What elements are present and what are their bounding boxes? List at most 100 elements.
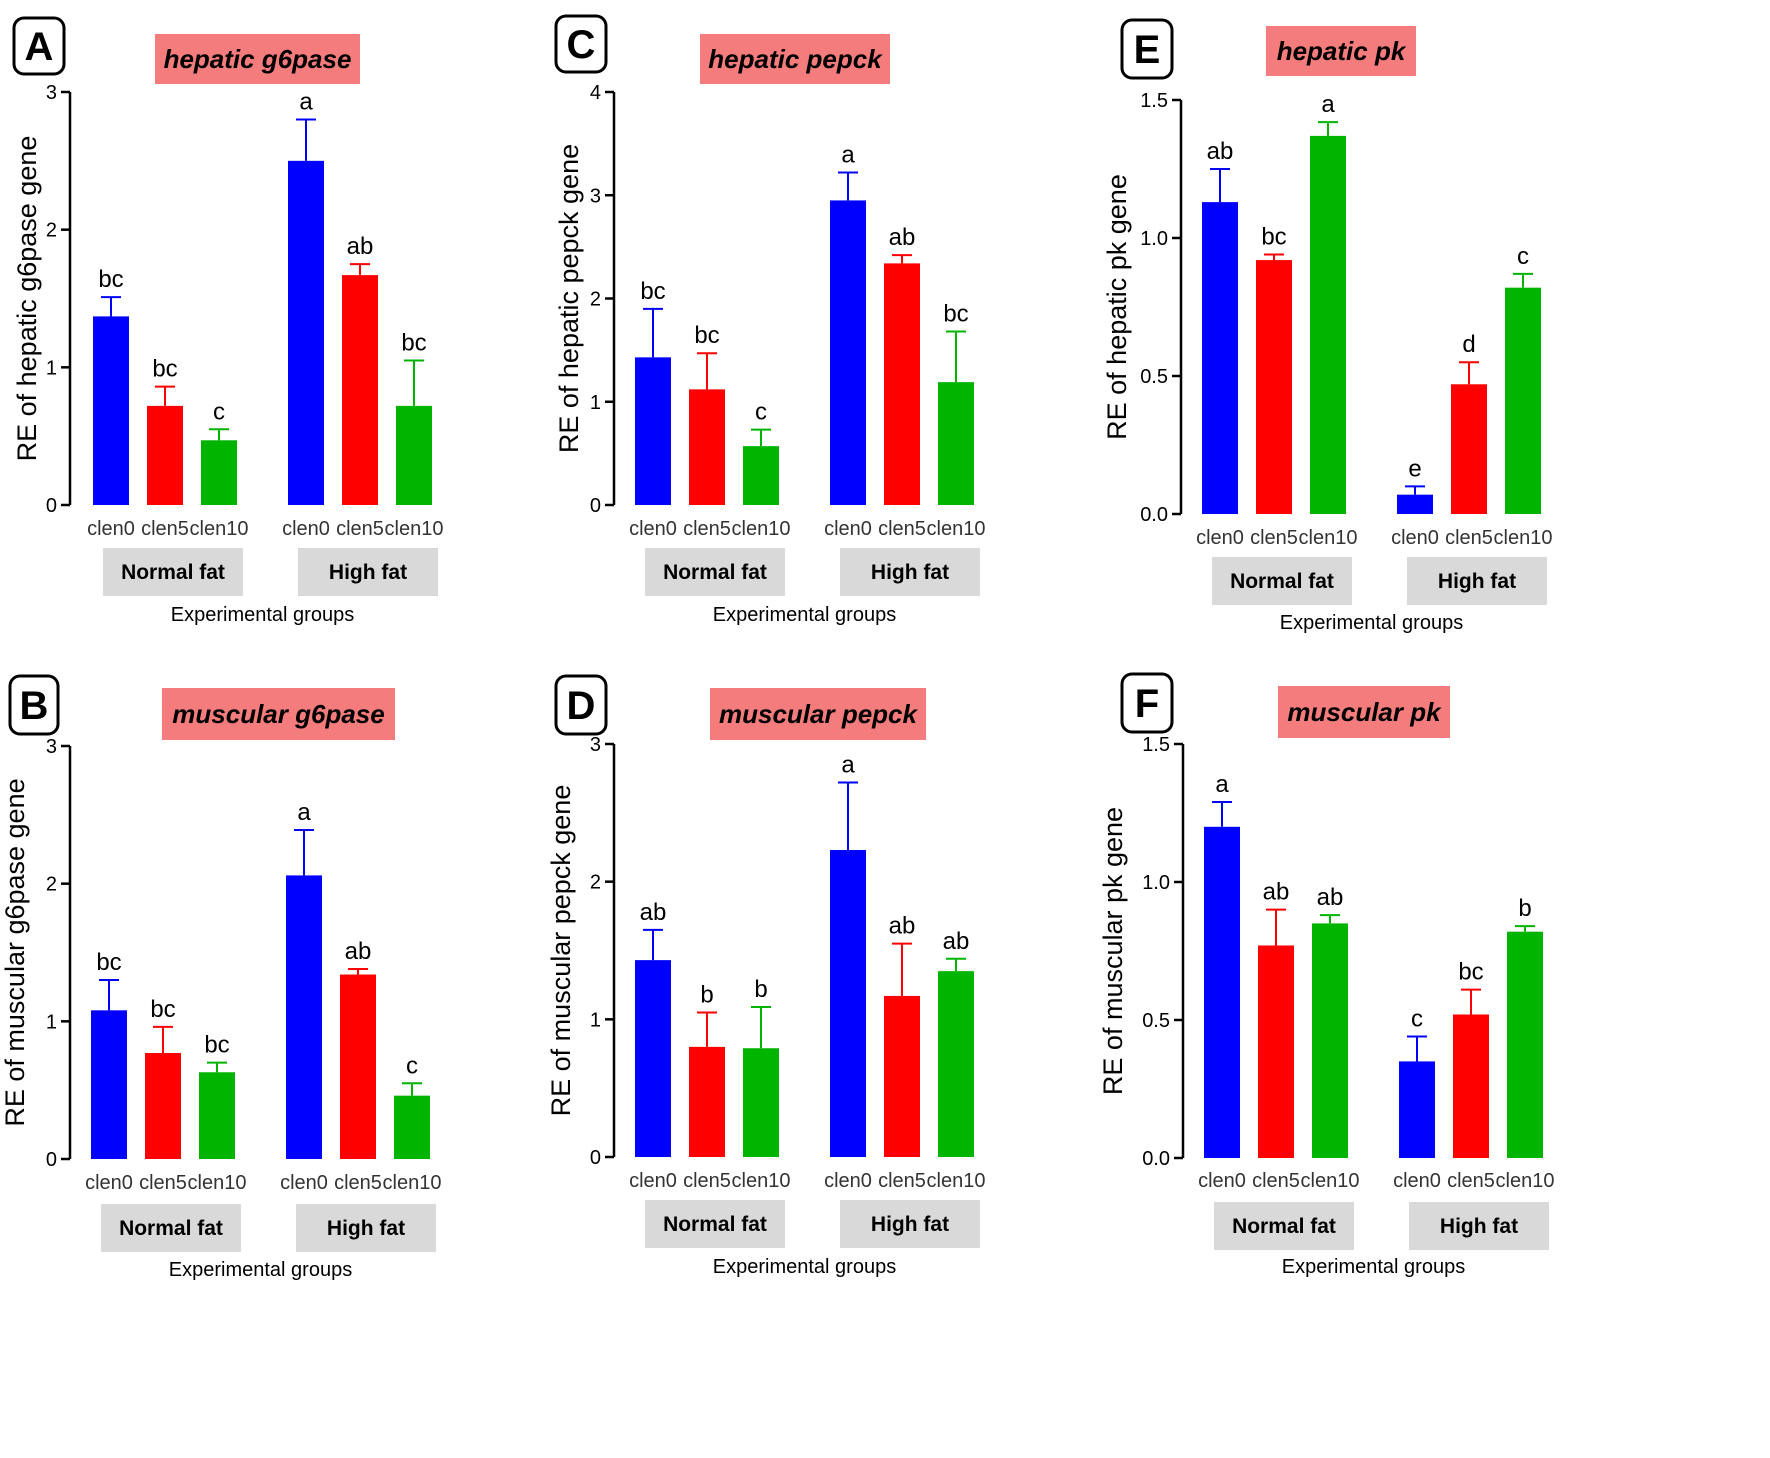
panel-letter-box (554, 14, 608, 74)
x-tick-label: clen10 (927, 518, 986, 540)
y-axis-label: RE of hepatic pk gene (1102, 174, 1132, 440)
x-tick-label: clen0 (85, 1172, 133, 1194)
bar (1507, 931, 1543, 1158)
bar (743, 1048, 779, 1157)
group-label-box (645, 548, 785, 596)
x-tick-label: clen0 (1393, 1170, 1441, 1192)
y-axis-label: RE of muscular g6pase gene (0, 778, 30, 1126)
x-tick-label: clen5 (1252, 1170, 1300, 1192)
y-tick-label: 1 (46, 1011, 57, 1033)
chart-title: muscular g6pase (172, 699, 384, 729)
bar (1451, 384, 1487, 514)
y-tick-label: 1 (590, 1009, 601, 1031)
x-tick-label: clen5 (334, 1172, 382, 1194)
group-label: Normal fat (663, 561, 767, 584)
group-label-box (1409, 1202, 1549, 1250)
panel-letter: B (20, 684, 49, 728)
x-tick-label: clen5 (336, 518, 384, 540)
y-tick-label: 3 (590, 734, 601, 756)
significance-letter: a (1215, 771, 1229, 798)
group-label-box (1407, 557, 1547, 605)
significance-letter: bc (640, 278, 665, 305)
group-label: High fat (327, 1217, 405, 1240)
y-tick-label: 0.0 (1142, 1148, 1170, 1170)
group-label-box (840, 1200, 980, 1248)
significance-letter: a (297, 799, 311, 826)
significance-letter: bc (98, 266, 123, 293)
bar (145, 1052, 181, 1159)
bar (689, 1046, 725, 1157)
bar (93, 316, 129, 505)
x-tick-label: clen10 (732, 1170, 791, 1192)
group-label: High fat (871, 561, 949, 584)
title-box (155, 34, 360, 84)
x-tick-label: clen0 (1391, 527, 1439, 549)
bar (91, 1010, 127, 1159)
x-tick-label: clen10 (1494, 527, 1553, 549)
y-tick-label: 0 (46, 495, 57, 517)
significance-letter: b (1518, 895, 1531, 922)
significance-letter: ab (889, 224, 916, 251)
group-label: Normal fat (121, 561, 225, 584)
y-tick-label: 1.0 (1140, 228, 1168, 250)
bar (689, 389, 725, 505)
title-box (1266, 26, 1416, 76)
panel-letter: D (567, 684, 596, 728)
x-tick-label: clen5 (139, 1172, 187, 1194)
group-label-box (1214, 1202, 1354, 1250)
bar (199, 1072, 235, 1159)
x-tick-label: clen10 (190, 518, 249, 540)
group-label: Normal fat (119, 1217, 223, 1240)
y-tick-label: 1.0 (1142, 872, 1170, 894)
x-tick-label: clen10 (385, 518, 444, 540)
bar (396, 405, 432, 505)
significance-letter: b (700, 981, 713, 1008)
y-tick-label: 3 (46, 736, 57, 758)
significance-letter: d (1462, 331, 1475, 358)
group-label: High fat (1438, 570, 1516, 593)
panel-letter: A (25, 25, 54, 69)
significance-letter: bc (152, 356, 177, 383)
significance-letter: ab (347, 233, 374, 260)
x-tick-label: clen5 (878, 1170, 926, 1192)
group-label: Normal fat (663, 1213, 767, 1236)
x-tick-label: clen0 (629, 518, 677, 540)
x-tick-label: clen5 (878, 518, 926, 540)
significance-letter: bc (401, 329, 426, 356)
x-tick-label: clen10 (1496, 1170, 1555, 1192)
significance-letter: c (406, 1052, 418, 1079)
significance-letter: ab (640, 899, 667, 926)
y-tick-label: 3 (590, 185, 601, 207)
significance-letter: ab (1207, 138, 1234, 165)
group-label-box (1212, 557, 1352, 605)
bar (884, 263, 920, 505)
bar (1204, 826, 1240, 1158)
panel-letter-box (1120, 18, 1174, 80)
x-tick-label: clen5 (141, 518, 189, 540)
bar (884, 995, 920, 1157)
group-label-box (645, 1200, 785, 1248)
bar (340, 974, 376, 1159)
significance-letter: ab (1317, 884, 1344, 911)
bar (1310, 135, 1346, 514)
significance-letter: b (754, 976, 767, 1003)
y-tick-label: 1 (46, 357, 57, 379)
x-axis-label: Experimental groups (171, 604, 354, 626)
panel-letter-box (1120, 672, 1174, 734)
y-tick-label: 2 (46, 874, 57, 896)
panel-letter: C (567, 23, 596, 67)
panel-letter: F (1135, 682, 1159, 726)
y-tick-label: 1 (590, 392, 601, 414)
y-tick-label: 2 (46, 220, 57, 242)
significance-letter: a (1321, 91, 1335, 118)
significance-letter: e (1408, 455, 1421, 482)
group-label: Normal fat (1230, 570, 1334, 593)
group-label-box (840, 548, 980, 596)
y-axis-label: RE of hepatic pepck gene (554, 144, 584, 453)
y-tick-label: 0.5 (1142, 1010, 1170, 1032)
significance-letter: bc (96, 949, 121, 976)
significance-letter: a (299, 89, 313, 116)
y-tick-label: 2 (590, 872, 601, 894)
y-axis-label: RE of muscular pepck gene (546, 785, 576, 1117)
